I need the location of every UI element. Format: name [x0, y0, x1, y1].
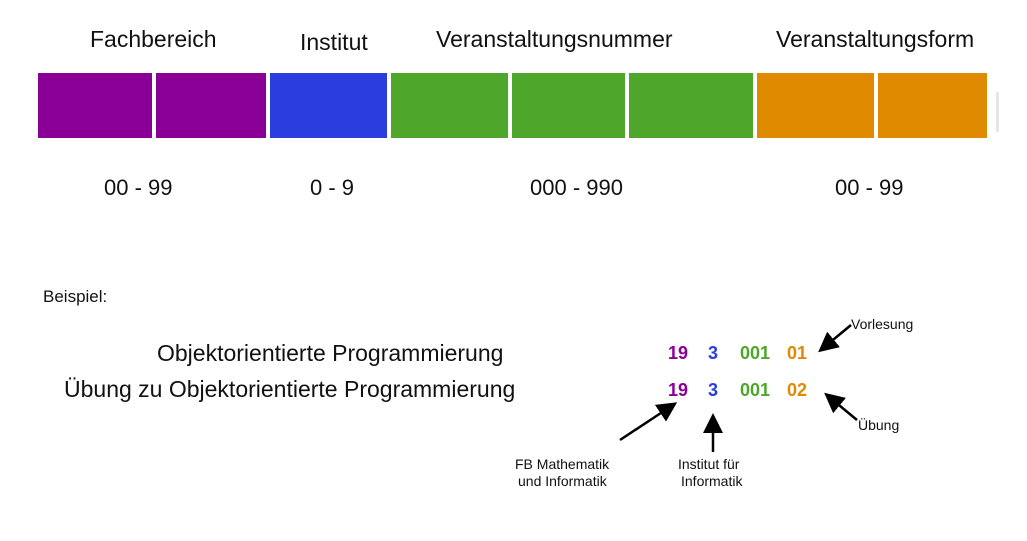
code-inst-1: 3: [708, 343, 719, 363]
segment-veranstaltungsform-2: [878, 73, 987, 138]
code-nr-1: 001: [740, 343, 771, 363]
header-veranstaltungsform: Veranstaltungsform: [776, 26, 975, 52]
code-nr-2: 001: [740, 380, 771, 400]
code-fb-1: 19: [668, 343, 689, 363]
note-fachbereich-line1: FB Mathematik: [515, 456, 610, 472]
example-title-uebung: Übung zu Objektorientierte Programmierun…: [64, 376, 516, 402]
note-institut: Institut für Informatik: [678, 456, 742, 490]
segment-institut: [270, 73, 387, 138]
note-institut-line2: Informatik: [681, 473, 743, 489]
segment-veranstaltungsnummer-1: [391, 73, 508, 138]
segment-veranstaltungsnummer-2: [512, 73, 625, 138]
note-fachbereich-line2: und Informatik: [518, 473, 607, 489]
bar-edge-divider: [996, 92, 999, 132]
segment-fachbereich-1: [38, 73, 152, 138]
example-label: Beispiel:: [43, 287, 108, 306]
header-fachbereich: Fachbereich: [90, 26, 217, 52]
segment-veranstaltungsform-1: [757, 73, 874, 138]
note-institut-line1: Institut für: [678, 456, 740, 472]
note-uebung: Übung: [858, 417, 900, 433]
arrow-fachbereich: [619, 402, 678, 442]
range-institut: 0 - 9: [310, 175, 355, 200]
segment-veranstaltungsnummer-3: [629, 73, 753, 138]
example-title-vorlesung: Objektorientierte Programmierung: [157, 340, 504, 366]
code-form-2: 02: [787, 380, 808, 400]
arrow-vorlesung: [818, 324, 852, 353]
code-inst-2: 3: [708, 380, 719, 400]
range-fachbereich: 00 - 99: [104, 175, 173, 200]
code-form-1: 01: [787, 343, 808, 363]
header-veranstaltungsnummer: Veranstaltungsnummer: [436, 26, 673, 52]
note-vorlesung: Vorlesung: [851, 316, 914, 332]
range-veranstaltungsform: 00 - 99: [835, 175, 904, 200]
arrow-uebung: [824, 392, 858, 421]
note-fachbereich: FB Mathematik und Informatik: [515, 456, 609, 490]
segment-fachbereich-2: [156, 73, 266, 138]
header-institut: Institut: [300, 29, 368, 55]
range-veranstaltungsnummer: 000 - 990: [530, 175, 623, 200]
code-fb-2: 19: [668, 380, 689, 400]
